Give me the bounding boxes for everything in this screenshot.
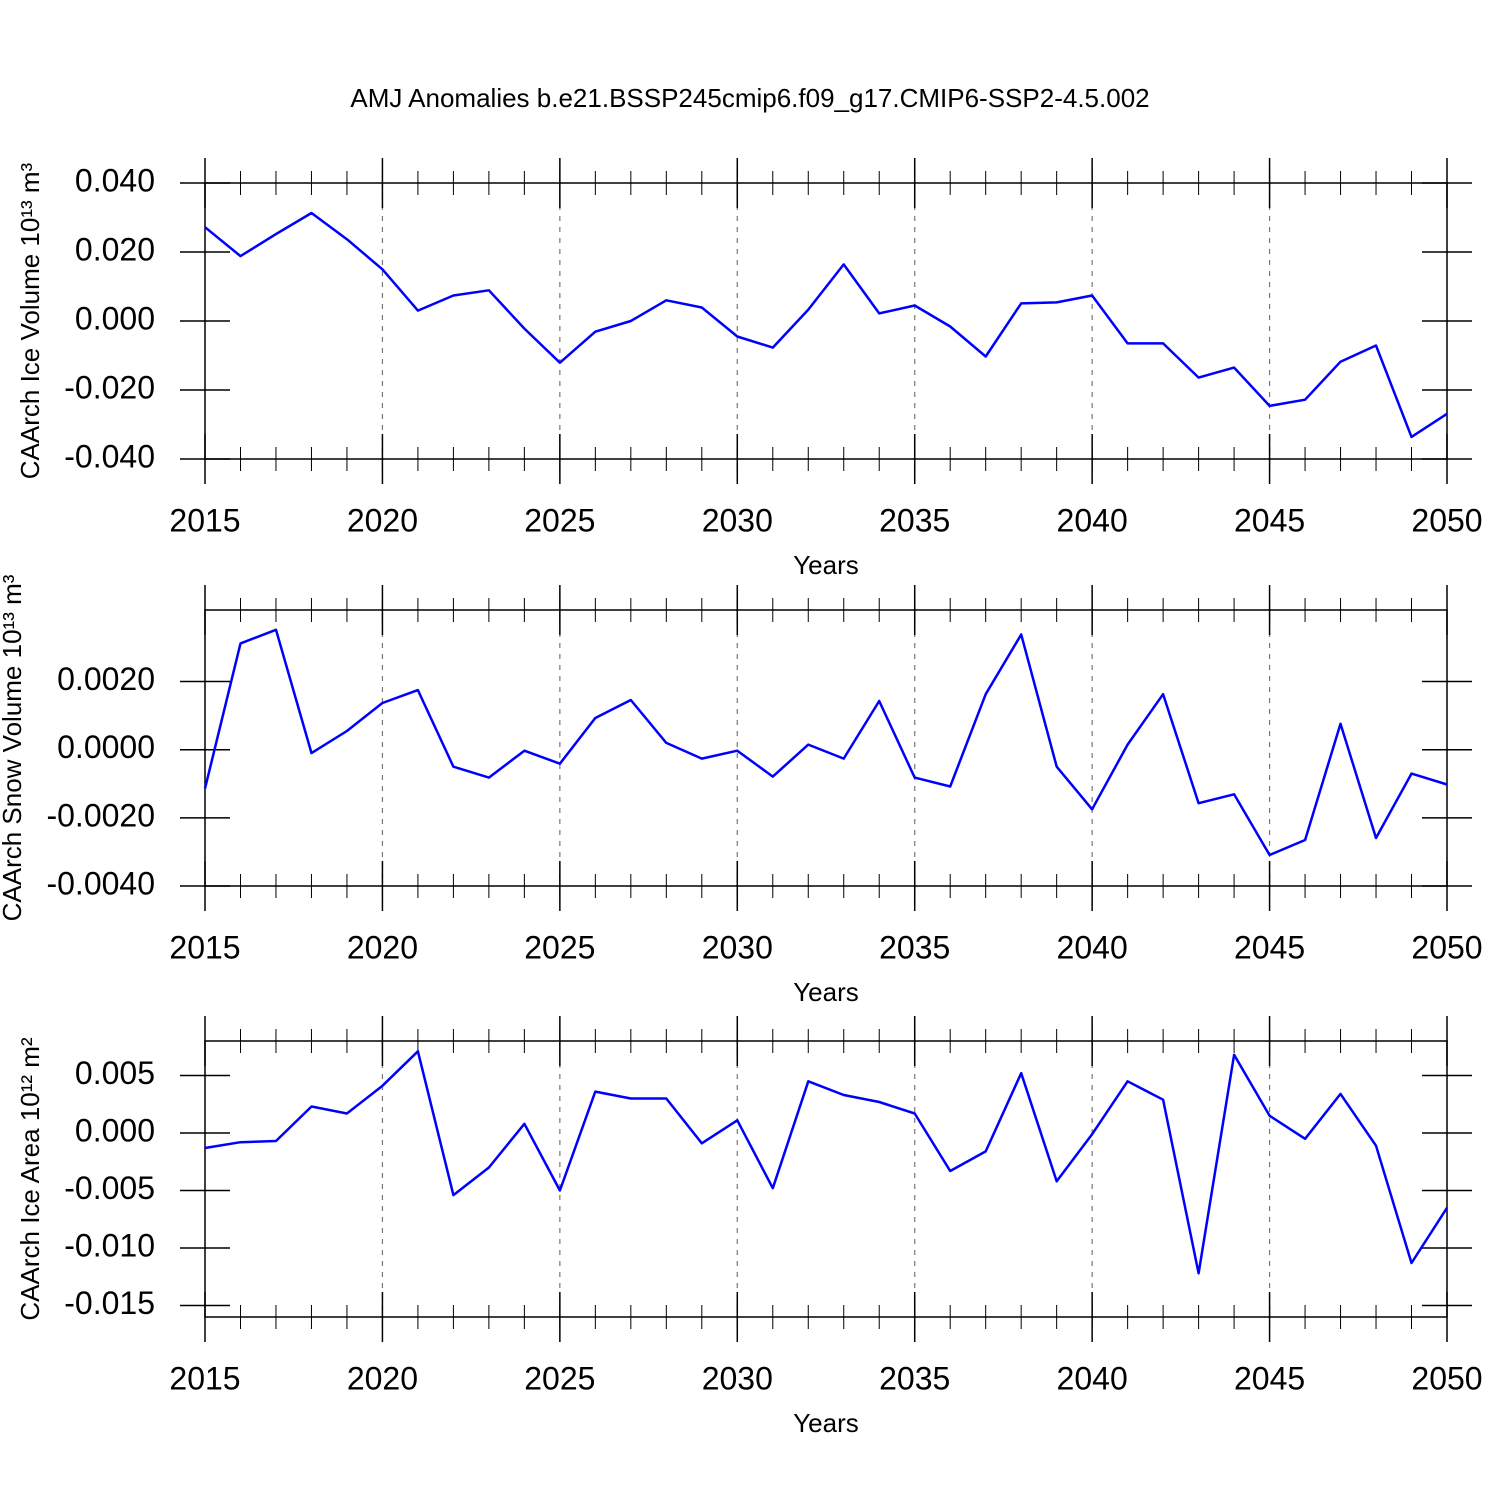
x-tick-label: 2040 [1057,502,1128,538]
y-tick-label: -0.015 [64,1285,155,1321]
x-axis-label: Years [793,550,859,580]
x-tick-label: 2035 [879,929,950,965]
y-tick-label: 0.000 [75,300,155,336]
y-tick-label: 0.040 [75,162,155,198]
y-axis-label: CAArch Ice Volume 10¹³ m³ [15,162,45,479]
chart-title: AMJ Anomalies b.e21.BSSP245cmip6.f09_g17… [350,83,1149,113]
x-axis-label: Years [793,1408,859,1438]
panel: 2015 2020 2025 2030 2035 2040 2045 2050 -0.040 -0… [15,158,1483,580]
y-tick-label: -0.0020 [46,797,155,833]
x-tick-label: 2020 [347,502,418,538]
y-tick-label: -0.005 [64,1170,155,1206]
y-tick-label: -0.0040 [46,865,155,901]
y-tick-label: 0.005 [75,1055,155,1091]
x-tick-label: 2050 [1411,1360,1482,1396]
y-tick-label: 0.020 [75,231,155,267]
y-axis-label: CAArch Ice Area 10¹² m² [15,1037,45,1321]
plot-frame [204,609,1448,887]
x-tick-label: 2050 [1411,929,1482,965]
x-tick-label: 2035 [879,502,950,538]
data-line [204,1050,1449,1275]
x-tick-label: 2015 [169,502,240,538]
x-tick-label: 2020 [347,929,418,965]
plot-frame [204,1040,1448,1318]
x-tick-label: 2045 [1234,1360,1305,1396]
y-tick-label: -0.010 [64,1227,155,1263]
data-line [204,211,1448,439]
y-tick-label: -0.040 [64,438,155,474]
x-tick-label: 2025 [524,502,595,538]
panel: 2015 2020 2025 2030 2035 2040 2045 2050 -0.015 -0… [15,1016,1483,1438]
x-tick-label: 2035 [879,1360,950,1396]
x-tick-label: 2030 [702,929,773,965]
x-tick-label: 2040 [1057,1360,1128,1396]
y-tick-label: -0.020 [64,369,155,405]
x-tick-label: 2015 [169,1360,240,1396]
y-tick-label: 0.0020 [57,661,155,697]
x-tick-label: 2015 [169,929,240,965]
panel: 2015 2020 2025 2030 2035 2040 2045 2050 -0.0040 -… [0,574,1483,1007]
x-axis-label: Years [793,977,859,1007]
plot-frame [204,182,1448,460]
x-tick-label: 2030 [702,502,773,538]
x-tick-label: 2045 [1234,929,1305,965]
x-tick-label: 2045 [1234,502,1305,538]
x-tick-label: 2040 [1057,929,1128,965]
y-axis-label: CAArch Snow Volume 10¹³ m³ [0,574,27,921]
x-tick-label: 2020 [347,1360,418,1396]
x-tick-label: 2025 [524,1360,595,1396]
x-tick-label: 2025 [524,929,595,965]
y-tick-label: 0.0000 [57,729,155,765]
x-tick-label: 2050 [1411,502,1482,538]
x-tick-label: 2030 [702,1360,773,1396]
y-tick-label: 0.000 [75,1112,155,1148]
data-line [203,628,1448,857]
